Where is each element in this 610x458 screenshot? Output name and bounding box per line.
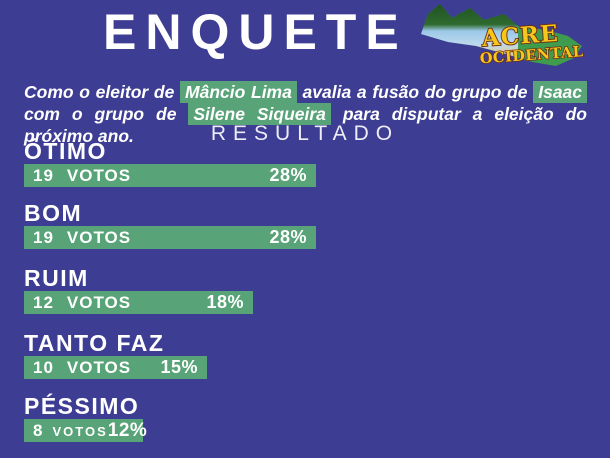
votes-text: 8 VOTOS [33, 421, 108, 441]
logo-text-acre: ACRE [480, 20, 559, 52]
result-label: RUIM [24, 265, 89, 291]
result-label: TANTO FAZ [24, 330, 165, 356]
question-segment: avalia a fusão do grupo de [296, 81, 534, 102]
result-bar: 12 VOTOS 18% [24, 291, 253, 314]
question-highlight: Mâncio Lima [180, 80, 297, 103]
votes-unit: VOTOS [66, 357, 132, 377]
votes-count: 19 [33, 165, 54, 185]
acre-ocidental-logo: ACRE OCIDENTAL [418, 0, 606, 74]
question-segment: para disputar a eleição do próximo ano. [24, 103, 587, 146]
result-label: BOM [24, 200, 83, 226]
question-segment: com o grupo de [24, 103, 189, 124]
poll-question: Como o eleitor de Mâncio Lima avalia a f… [24, 80, 588, 147]
result-row-otimo: ÓTIMO 19 VOTOS 28% [24, 138, 316, 187]
result-bar: 8 VOTOS 12% [24, 419, 147, 442]
percent-label: 18% [206, 292, 244, 312]
percent-label: 28% [269, 165, 307, 185]
votes-text: 12 VOTOS [33, 293, 131, 313]
votes-unit: VOTOS [66, 227, 132, 247]
votes-text: 19 VOTOS [33, 166, 131, 186]
result-bar: 10 VOTOS 15% [24, 356, 207, 379]
votes-count: 12 [33, 292, 54, 312]
result-bar: 19 VOTOS 28% [24, 164, 316, 187]
votes-count: 19 [33, 227, 54, 247]
question-segment: Como o eleitor de [24, 81, 181, 102]
votes-text: 10 VOTOS [33, 358, 131, 378]
percent-label: 12% [107, 419, 148, 441]
result-row-bom: BOM 19 VOTOS 28% [24, 200, 316, 249]
result-label: ÓTIMO [24, 138, 107, 164]
votes-unit: VOTOS [66, 165, 132, 185]
votes-unit: VOTOS [66, 292, 132, 312]
question-highlight: Isaac [533, 80, 588, 103]
result-row-tanto-faz: TANTO FAZ 10 VOTOS 15% [24, 330, 207, 379]
percent-label: 28% [269, 227, 307, 247]
result-bar: 19 VOTOS 28% [24, 226, 316, 249]
page-title: ENQUETE [103, 4, 408, 60]
question-highlight: Silene Siqueira [188, 102, 331, 125]
votes-unit: VOTOS [52, 423, 108, 439]
result-row-pessimo: PÉSSIMO 8 VOTOS 12% [24, 393, 147, 442]
result-label: PÉSSIMO [24, 393, 140, 419]
votes-text: 19 VOTOS [33, 228, 131, 248]
percent-label: 15% [160, 357, 198, 377]
result-heading: RESULTADO [210, 122, 400, 145]
votes-count: 8 [33, 420, 44, 440]
votes-count: 10 [33, 357, 54, 377]
result-row-ruim: RUIM 12 VOTOS 18% [24, 265, 253, 314]
acre-map-icon: ACRE OCIDENTAL [421, 4, 585, 68]
